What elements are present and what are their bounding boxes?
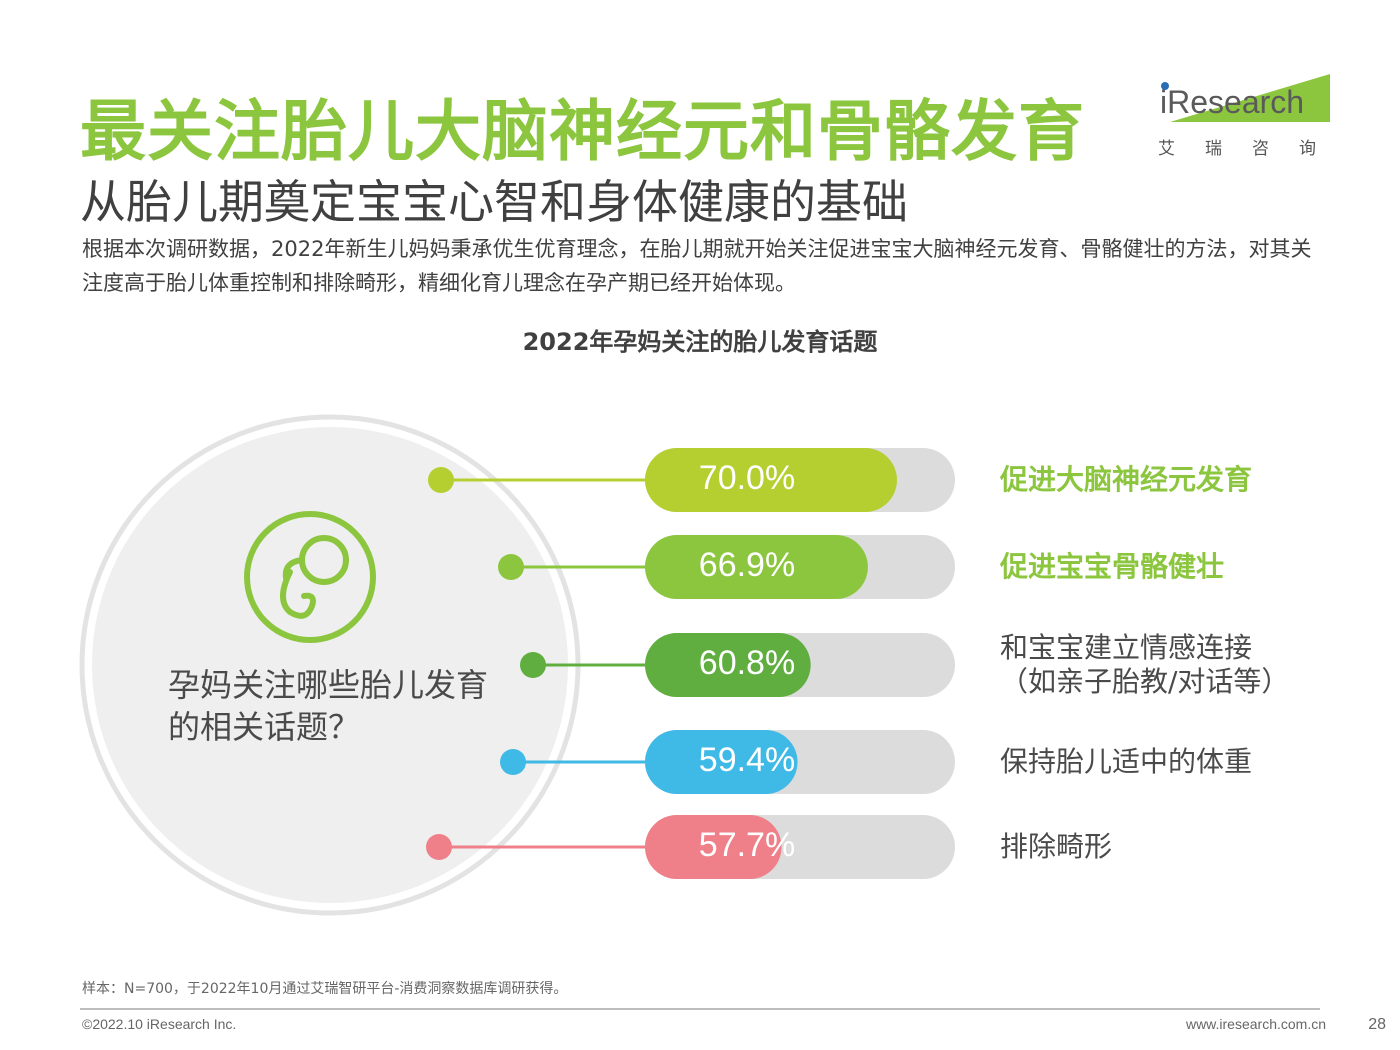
footer-divider [80, 1008, 1320, 1010]
central-question: 孕妈关注哪些胎儿发育的相关话题？ [168, 666, 489, 746]
page-subtitle: 从胎儿期奠定宝宝心智和身体健康的基础 [80, 175, 908, 229]
copyright: ©2022.10 iResearch Inc. [82, 1016, 237, 1032]
iresearch-logo: iResearch 艾瑞咨询 [1156, 72, 1331, 162]
bar-value-label: 66.9% [698, 546, 796, 584]
bars-layer [426, 448, 955, 879]
bar-value-label: 57.7% [698, 826, 796, 864]
fetus-icon [244, 511, 376, 643]
category-label: 和宝宝建立情感连接 （如亲子胎教/对话等） [1000, 631, 1289, 699]
bar [645, 535, 868, 599]
logo-wordmark: iResearch [1160, 84, 1305, 120]
bar [645, 815, 782, 879]
connector-dot [500, 749, 526, 775]
sample-note: 样本：N=700，于2022年10月通过艾瑞智研平台-消费洞察数据库调研获得。 [82, 981, 568, 997]
category-label-line: 促进宝宝骨骼健壮 [1000, 550, 1225, 583]
category-label: 保持胎儿适中的体重 [1000, 745, 1252, 779]
page-number: 28 [1368, 1016, 1386, 1033]
category-label-line: 促进大脑神经元发育 [1000, 463, 1253, 496]
summary-paragraph: 根据本次调研数据，2022年新生儿妈妈秉承优生优育理念，在胎儿期就开始关注促进宝… [82, 237, 1312, 295]
category-label: 排除畸形 [1000, 830, 1112, 864]
bar-value-label: 60.8% [698, 644, 796, 682]
category-label-line: （如亲子胎教/对话等） [1000, 665, 1290, 698]
page-title: 最关注胎儿大脑神经元和骨骼发育 [80, 93, 1085, 170]
bar [645, 448, 897, 512]
category-label: 促进大脑神经元发育 [1000, 463, 1252, 497]
website-url: www.iresearch.com.cn [1185, 1016, 1326, 1032]
bar-value-label: 70.0% [698, 459, 796, 497]
connector-dot [520, 652, 546, 678]
bar-value-label: 59.4% [698, 741, 796, 779]
connector-dot [498, 554, 524, 580]
category-label-line: 和宝宝建立情感连接 [1000, 631, 1253, 664]
logo-chinese: 艾瑞咨询 [1158, 139, 1346, 159]
bar [645, 633, 811, 697]
logo-dot [1161, 82, 1169, 90]
category-label: 促进宝宝骨骼健壮 [1000, 550, 1224, 584]
inner-disc [92, 427, 568, 903]
connector-dot [426, 834, 452, 860]
connector-dot [428, 467, 454, 493]
chart-title: 2022年孕妈关注的胎儿发育话题 [522, 328, 878, 356]
bar [645, 730, 798, 794]
category-label-line: 保持胎儿适中的体重 [1000, 745, 1253, 778]
category-label-line: 排除畸形 [1000, 830, 1113, 863]
